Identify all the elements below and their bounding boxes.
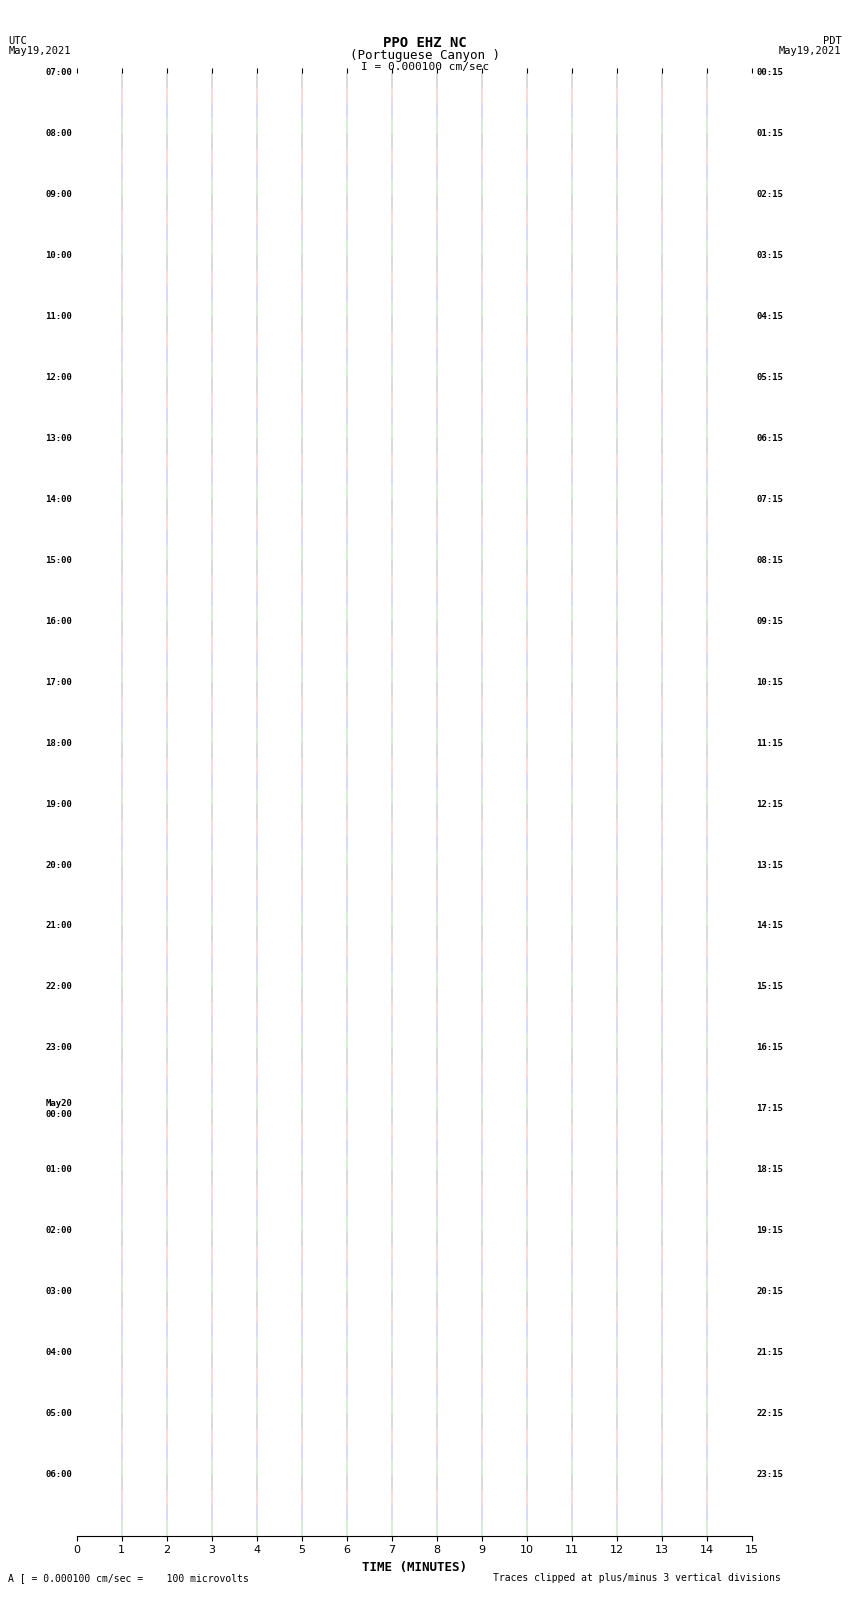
Text: 15:15: 15:15 — [756, 982, 784, 992]
Text: 09:15: 09:15 — [756, 616, 784, 626]
Text: 05:15: 05:15 — [756, 373, 784, 382]
Text: 01:15: 01:15 — [756, 129, 784, 139]
Text: 21:15: 21:15 — [756, 1348, 784, 1357]
Text: 07:00: 07:00 — [45, 68, 72, 77]
Text: May19,2021: May19,2021 — [8, 45, 71, 56]
Text: 09:00: 09:00 — [45, 190, 72, 198]
Text: 17:00: 17:00 — [45, 677, 72, 687]
Text: 03:00: 03:00 — [45, 1287, 72, 1297]
Text: (Portuguese Canyon ): (Portuguese Canyon ) — [350, 50, 500, 63]
Text: 16:00: 16:00 — [45, 616, 72, 626]
Text: 10:15: 10:15 — [756, 677, 784, 687]
Text: 06:00: 06:00 — [45, 1469, 72, 1479]
Text: I = 0.000100 cm/sec: I = 0.000100 cm/sec — [361, 63, 489, 73]
Text: 20:15: 20:15 — [756, 1287, 784, 1297]
Text: 04:15: 04:15 — [756, 311, 784, 321]
Text: 17:15: 17:15 — [756, 1105, 784, 1113]
Text: May20
00:00: May20 00:00 — [45, 1098, 72, 1118]
X-axis label: TIME (MINUTES): TIME (MINUTES) — [362, 1561, 467, 1574]
Text: 00:15: 00:15 — [756, 68, 784, 77]
Text: 02:00: 02:00 — [45, 1226, 72, 1236]
Text: UTC: UTC — [8, 37, 27, 47]
Text: 14:00: 14:00 — [45, 495, 72, 503]
Text: 13:15: 13:15 — [756, 861, 784, 869]
Text: 23:15: 23:15 — [756, 1469, 784, 1479]
Text: 06:15: 06:15 — [756, 434, 784, 444]
Text: 22:15: 22:15 — [756, 1410, 784, 1418]
Text: 21:00: 21:00 — [45, 921, 72, 931]
Text: May19,2021: May19,2021 — [779, 45, 842, 56]
Text: 19:00: 19:00 — [45, 800, 72, 808]
Text: 15:00: 15:00 — [45, 556, 72, 565]
Text: PDT: PDT — [823, 37, 842, 47]
Text: 08:00: 08:00 — [45, 129, 72, 139]
Text: 22:00: 22:00 — [45, 982, 72, 992]
Text: Traces clipped at plus/minus 3 vertical divisions: Traces clipped at plus/minus 3 vertical … — [493, 1573, 781, 1582]
Text: 18:15: 18:15 — [756, 1165, 784, 1174]
Text: 05:00: 05:00 — [45, 1410, 72, 1418]
Text: 08:15: 08:15 — [756, 556, 784, 565]
Text: 19:15: 19:15 — [756, 1226, 784, 1236]
Text: 01:00: 01:00 — [45, 1165, 72, 1174]
Text: 12:15: 12:15 — [756, 800, 784, 808]
Text: 13:00: 13:00 — [45, 434, 72, 444]
Text: 11:00: 11:00 — [45, 311, 72, 321]
Text: 18:00: 18:00 — [45, 739, 72, 747]
Text: 03:15: 03:15 — [756, 252, 784, 260]
Text: 10:00: 10:00 — [45, 252, 72, 260]
Text: 20:00: 20:00 — [45, 861, 72, 869]
Text: 04:00: 04:00 — [45, 1348, 72, 1357]
Text: 16:15: 16:15 — [756, 1044, 784, 1052]
Text: 14:15: 14:15 — [756, 921, 784, 931]
Text: 02:15: 02:15 — [756, 190, 784, 198]
Text: A [ = 0.000100 cm/sec =    100 microvolts: A [ = 0.000100 cm/sec = 100 microvolts — [8, 1573, 249, 1582]
Text: 12:00: 12:00 — [45, 373, 72, 382]
Text: 07:15: 07:15 — [756, 495, 784, 503]
Text: 11:15: 11:15 — [756, 739, 784, 747]
Text: 23:00: 23:00 — [45, 1044, 72, 1052]
Text: PPO EHZ NC: PPO EHZ NC — [383, 37, 467, 50]
